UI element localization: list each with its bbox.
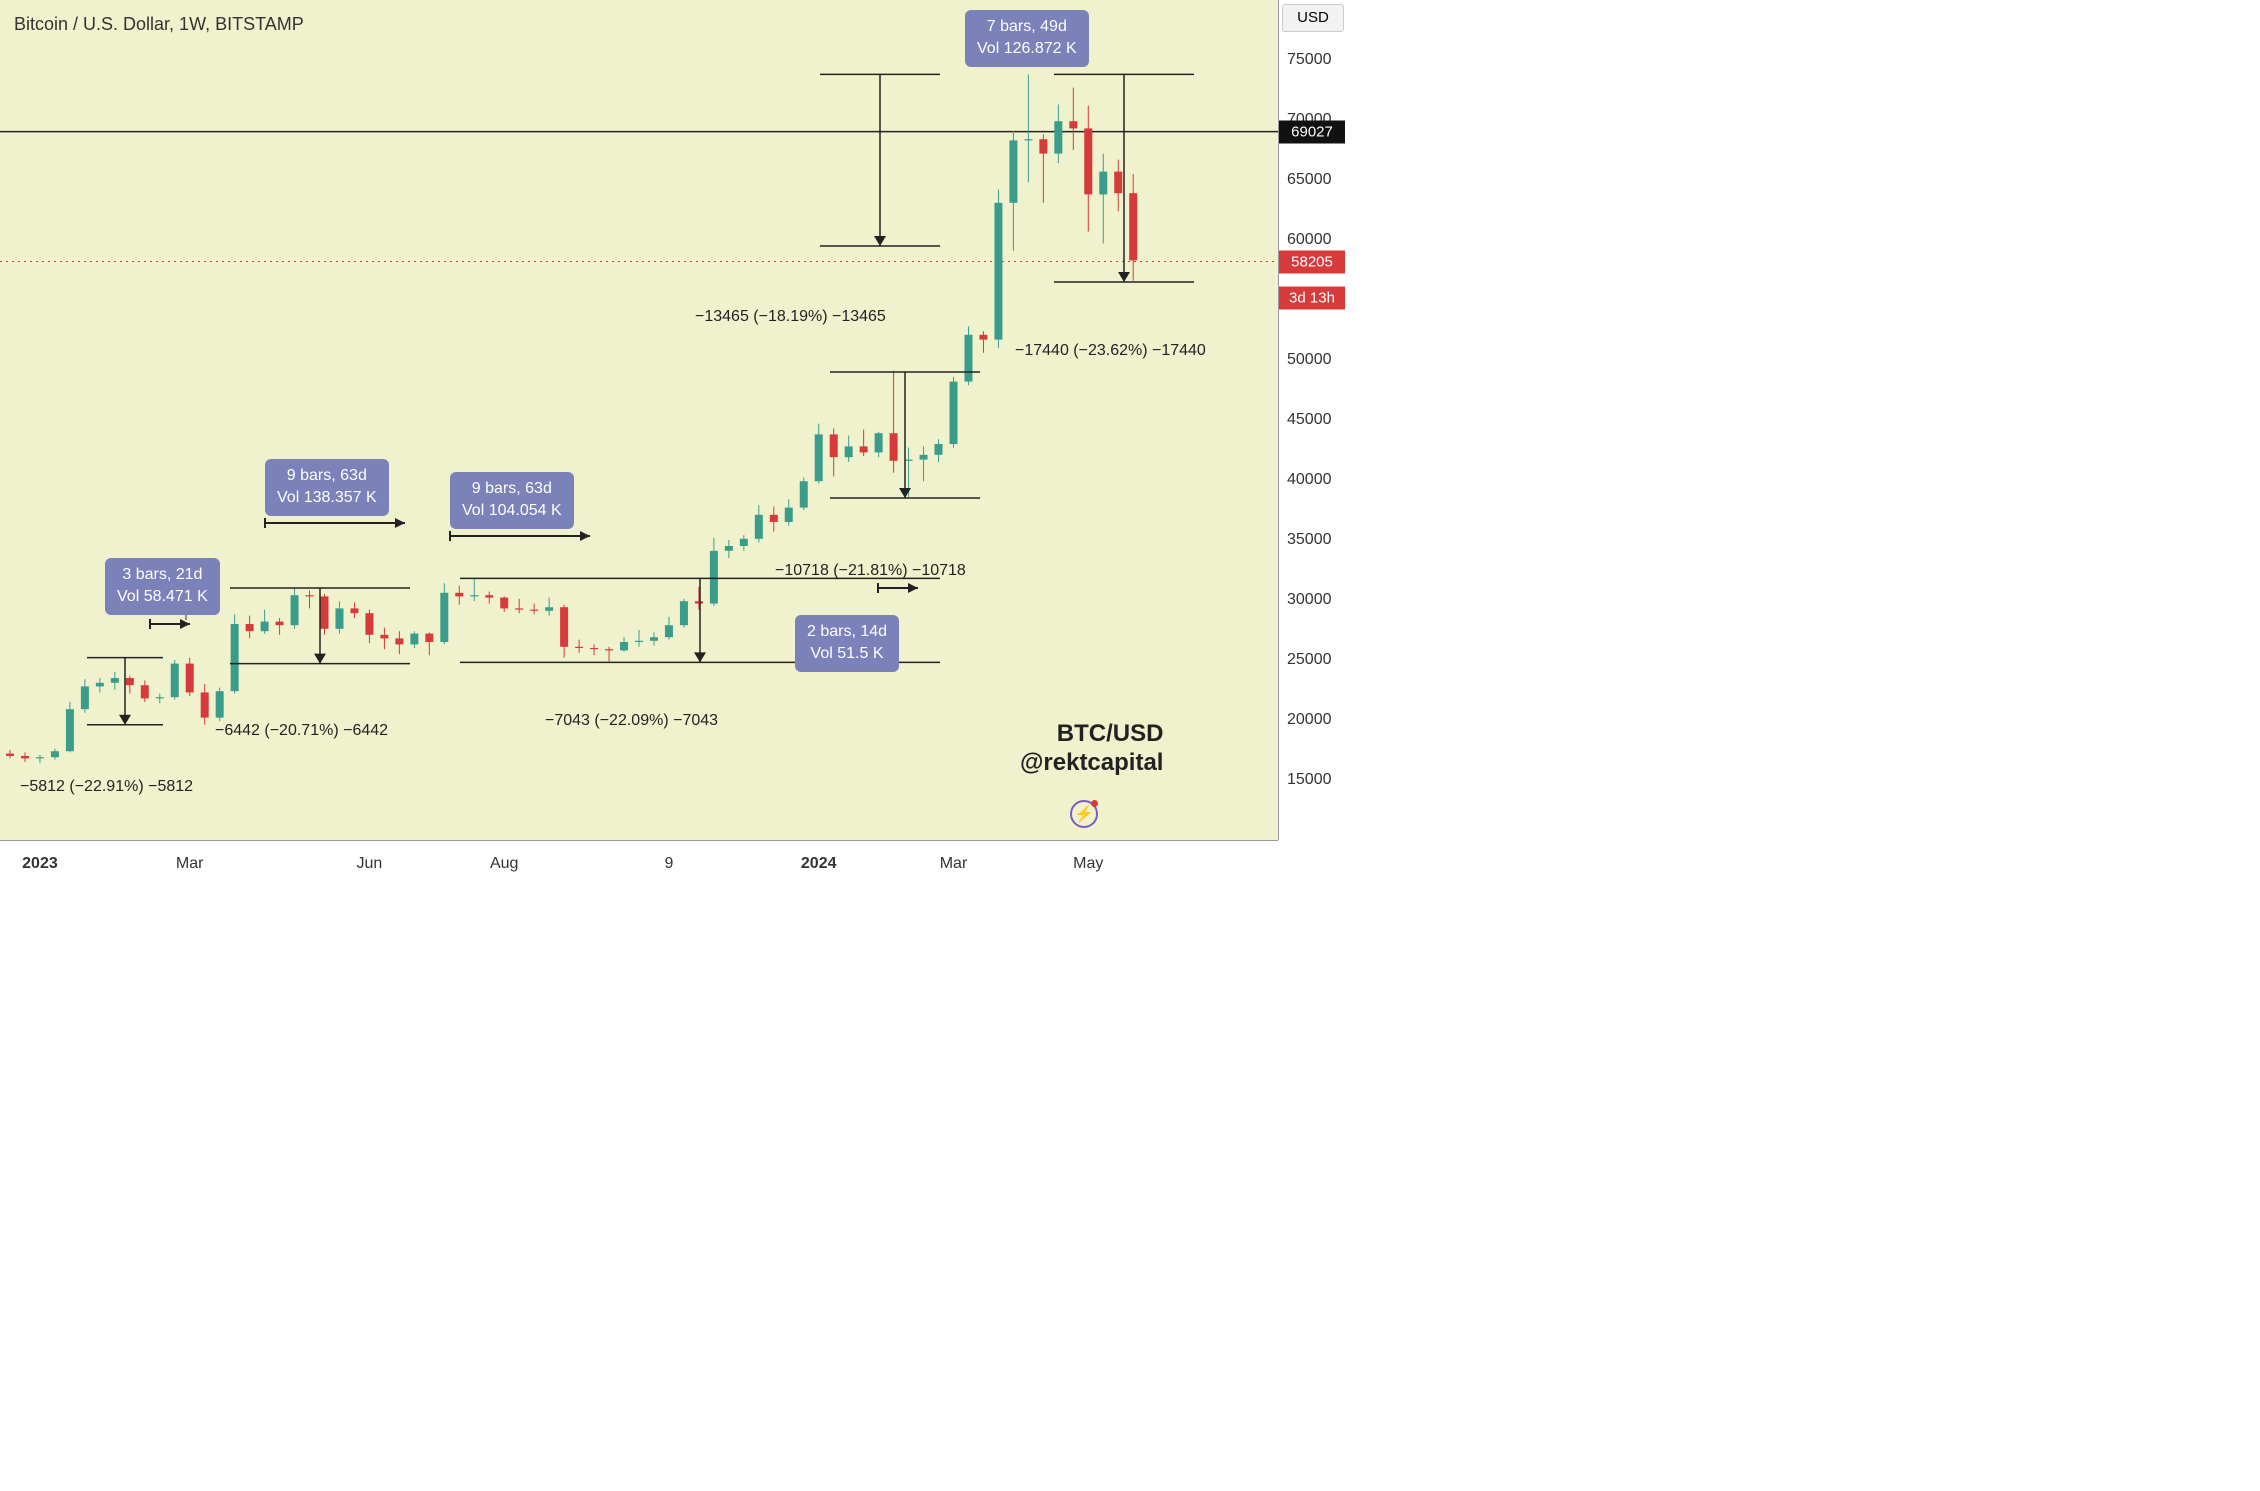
ytick: 50000 [1287, 351, 1332, 369]
info-box: 2 bars, 14dVol 51.5 K [795, 615, 899, 672]
annotation-text: −13465 (−18.19%) −13465 [695, 308, 886, 326]
annotation-text: −17440 (−23.62%) −17440 [1015, 342, 1206, 360]
info-box: 7 bars, 49dVol 126.872 K [965, 10, 1089, 67]
annotation-text: −7043 (−22.09%) −7043 [545, 712, 718, 730]
xtick: May [1073, 855, 1103, 873]
ytick: 25000 [1287, 651, 1332, 669]
ytick: 45000 [1287, 411, 1332, 429]
price-tag: 58205 [1279, 250, 1345, 273]
xtick: Mar [176, 855, 204, 873]
info-box: 3 bars, 21dVol 58.471 K [105, 558, 220, 615]
info-box: 9 bars, 63dVol 138.357 K [265, 459, 389, 516]
xtick: Jun [357, 855, 383, 873]
ytick: 40000 [1287, 471, 1332, 489]
ytick: 75000 [1287, 51, 1332, 69]
watermark: BTC/USD @rektcapital [1020, 720, 1163, 778]
annotation-text: −6442 (−20.71%) −6442 [215, 722, 388, 740]
ytick: 35000 [1287, 531, 1332, 549]
ytick: 60000 [1287, 231, 1332, 249]
xtick: 2024 [801, 855, 837, 873]
ytick: 30000 [1287, 591, 1332, 609]
y-axis: 15000 20000 25000 30000 35000 40000 45000 50000… [1278, 0, 1348, 840]
xtick: Aug [490, 855, 518, 873]
ytick: 20000 [1287, 711, 1332, 729]
xtick: 2023 [22, 855, 58, 873]
info-box: 9 bars, 63dVol 104.054 K [450, 472, 574, 529]
x-axis: 2023 Mar Jun Aug 9 2024 Mar May [0, 840, 1278, 890]
price-tag: 69027 [1279, 120, 1345, 143]
annotation-text: −5812 (−22.91%) −5812 [20, 778, 193, 796]
lightning-icon[interactable]: ⚡ [1070, 800, 1098, 828]
xtick: Mar [940, 855, 968, 873]
chart-title: Bitcoin / U.S. Dollar, 1W, BITSTAMP [14, 14, 304, 35]
annotation-text: −10718 (−21.81%) −10718 [775, 562, 966, 580]
xtick: 9 [664, 855, 673, 873]
ytick: 65000 [1287, 171, 1332, 189]
currency-button[interactable]: USD [1282, 4, 1344, 32]
ytick: 15000 [1287, 771, 1332, 789]
price-tag: 3d 13h [1279, 286, 1345, 309]
